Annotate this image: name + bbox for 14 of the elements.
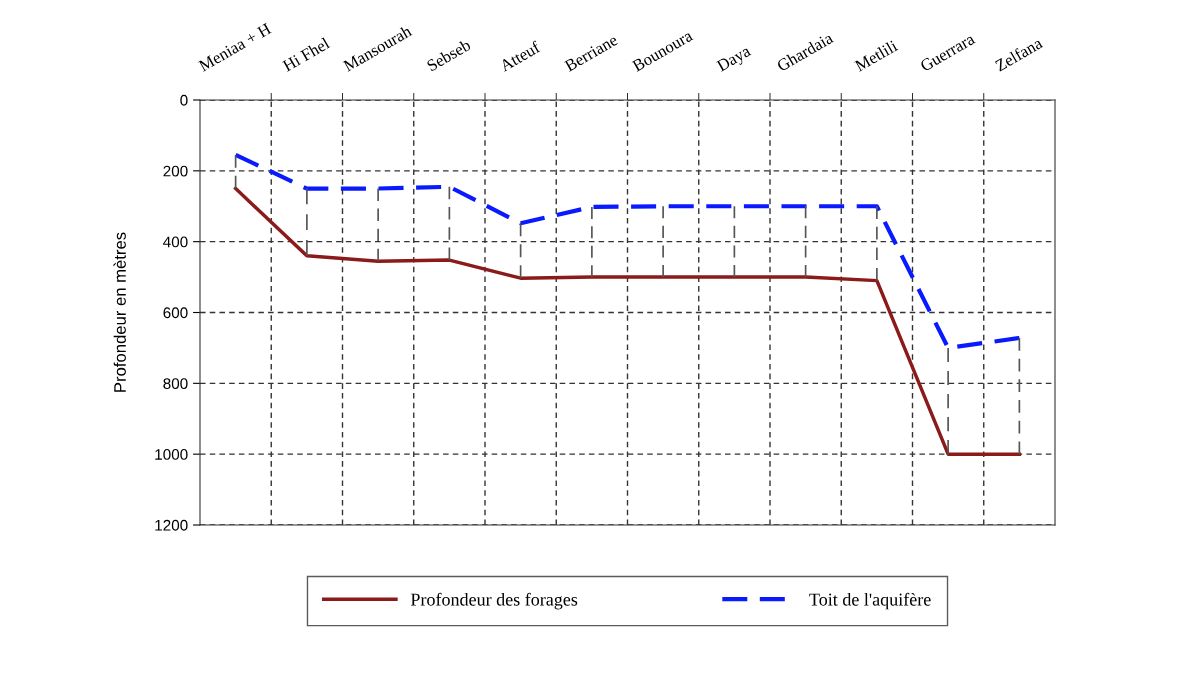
y-tick-label: 200 — [163, 165, 188, 177]
y-axis-title: Profondeur en mètres — [113, 232, 126, 392]
y-tick-label: 1200 — [155, 519, 188, 531]
line-series — [233, 186, 1022, 456]
y-tick-label: 0 — [180, 94, 188, 106]
legend-label: Toit de l'aquifère — [809, 592, 931, 610]
y-tick-label: 600 — [163, 307, 188, 319]
x-tick-label: Hi Fhel — [281, 36, 331, 72]
x-tick-label: Daya — [716, 44, 754, 75]
legend-label: Profondeur des forages — [410, 592, 578, 610]
y-tick-label: 800 — [163, 378, 188, 390]
y-tick-label: 400 — [163, 236, 188, 248]
y-tick-label: 1000 — [155, 449, 188, 460]
line-series — [233, 152, 1022, 351]
